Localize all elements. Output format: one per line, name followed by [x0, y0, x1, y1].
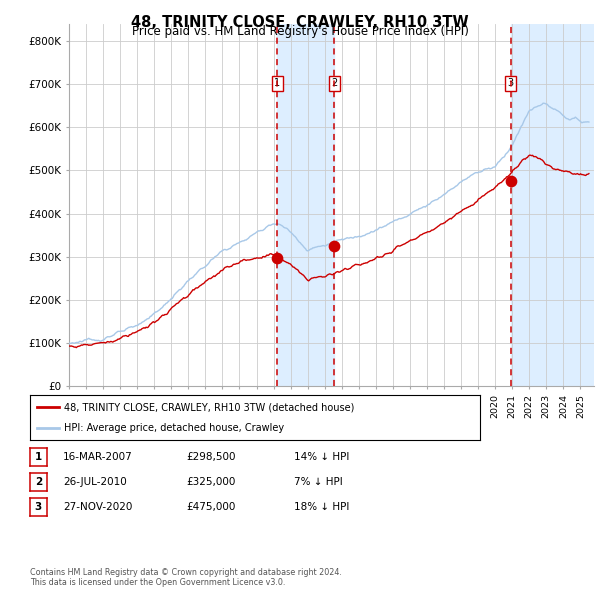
Text: Contains HM Land Registry data © Crown copyright and database right 2024.
This d: Contains HM Land Registry data © Crown c…	[30, 568, 342, 587]
Bar	[511, 24, 594, 386]
Point	[506, 176, 515, 186]
Text: £475,000: £475,000	[186, 502, 235, 512]
Text: 26-JUL-2010: 26-JUL-2010	[63, 477, 127, 487]
Text: 2: 2	[35, 477, 42, 487]
Text: 7% ↓ HPI: 7% ↓ HPI	[294, 477, 343, 487]
Text: 14% ↓ HPI: 14% ↓ HPI	[294, 453, 349, 462]
Text: 2: 2	[331, 78, 337, 88]
Text: HPI: Average price, detached house, Crawley: HPI: Average price, detached house, Craw…	[64, 422, 284, 432]
Text: 48, TRINITY CLOSE, CRAWLEY, RH10 3TW: 48, TRINITY CLOSE, CRAWLEY, RH10 3TW	[131, 15, 469, 30]
Text: £325,000: £325,000	[186, 477, 235, 487]
Text: 48, TRINITY CLOSE, CRAWLEY, RH10 3TW (detached house): 48, TRINITY CLOSE, CRAWLEY, RH10 3TW (de…	[64, 402, 354, 412]
Point	[272, 253, 282, 262]
Text: £298,500: £298,500	[186, 453, 235, 462]
Text: 16-MAR-2007: 16-MAR-2007	[63, 453, 133, 462]
Text: Price paid vs. HM Land Registry's House Price Index (HPI): Price paid vs. HM Land Registry's House …	[131, 25, 469, 38]
Text: 1: 1	[35, 453, 42, 462]
Bar	[277, 24, 334, 386]
Text: 27-NOV-2020: 27-NOV-2020	[63, 502, 133, 512]
Text: 1: 1	[274, 78, 280, 88]
Text: 3: 3	[35, 502, 42, 512]
Text: 18% ↓ HPI: 18% ↓ HPI	[294, 502, 349, 512]
Point	[329, 241, 339, 251]
Text: 3: 3	[508, 78, 514, 88]
